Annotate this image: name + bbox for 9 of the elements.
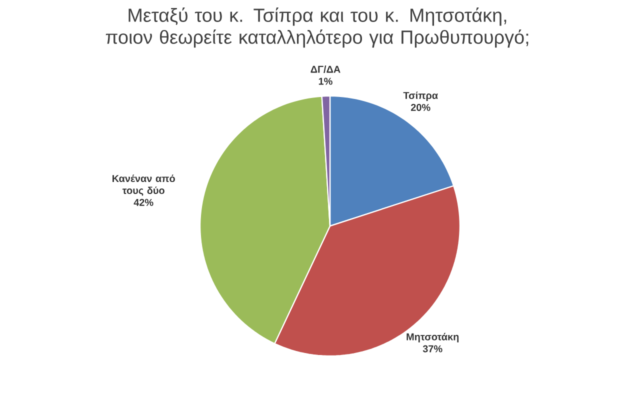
data-label: 20% [410, 104, 430, 111]
slice-label: Κανέναν από τους δύο [112, 174, 175, 196]
slice-label: Μητσοτάκη [406, 332, 459, 342]
slice-label: ΔΓ/ΔΑ [310, 66, 340, 73]
data-label: 1% [318, 78, 332, 85]
data-label: 37% [422, 345, 442, 352]
data-label: 42% [134, 198, 154, 206]
chart-title: Μεταξύ του κ. Τσίπρα και του κ. Μητσοτάκη, ποιον θεωρείτε καταλληλότερο για Πρωθυπουργό; [106, 8, 528, 48]
slice-label: Τσίπρα [403, 92, 438, 101]
